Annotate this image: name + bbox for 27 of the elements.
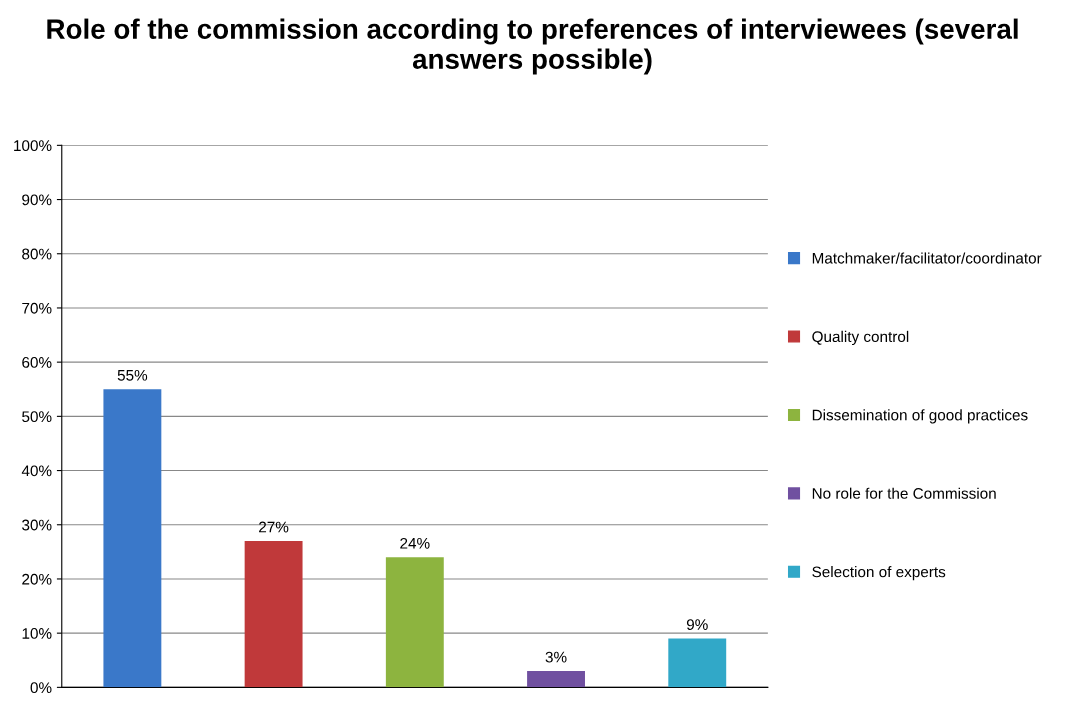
y-tick-label: 10% xyxy=(22,628,52,639)
y-tick-label: 80% xyxy=(22,248,52,260)
legend-label: Selection of experts xyxy=(812,566,946,581)
y-tick-label: 90% xyxy=(22,194,52,206)
y-tick-label: 30% xyxy=(22,519,52,531)
y-tick-label: 100% xyxy=(14,140,52,152)
legend-label: No role for the Commission xyxy=(812,487,996,499)
y-tick-label: 20% xyxy=(22,573,52,585)
bar xyxy=(668,638,727,688)
y-tick-label: 60% xyxy=(22,357,52,368)
data-label: 55% xyxy=(117,369,148,381)
y-tick-label: 40% xyxy=(21,465,52,477)
legend-label: Quality control xyxy=(812,330,909,346)
bar xyxy=(103,389,162,688)
y-tick-label: 50% xyxy=(22,411,52,423)
legend-label: Matchmaker/facilitator/coordinator xyxy=(812,252,1042,264)
legend-label: Dissemination of good practices xyxy=(812,409,1028,424)
chart-title: Role of the commission according to preferences of interviewees (several answers possible) xyxy=(47,18,1018,75)
bar xyxy=(244,541,303,688)
y-tick-label: 70% xyxy=(22,302,52,314)
bar xyxy=(385,557,444,688)
y-tick-label: 0% xyxy=(30,682,52,694)
data-label: 27% xyxy=(259,521,289,533)
data-label: 24% xyxy=(400,537,430,549)
data-label: 3% xyxy=(545,651,567,663)
data-label: 9% xyxy=(686,619,708,630)
bar xyxy=(527,671,585,688)
